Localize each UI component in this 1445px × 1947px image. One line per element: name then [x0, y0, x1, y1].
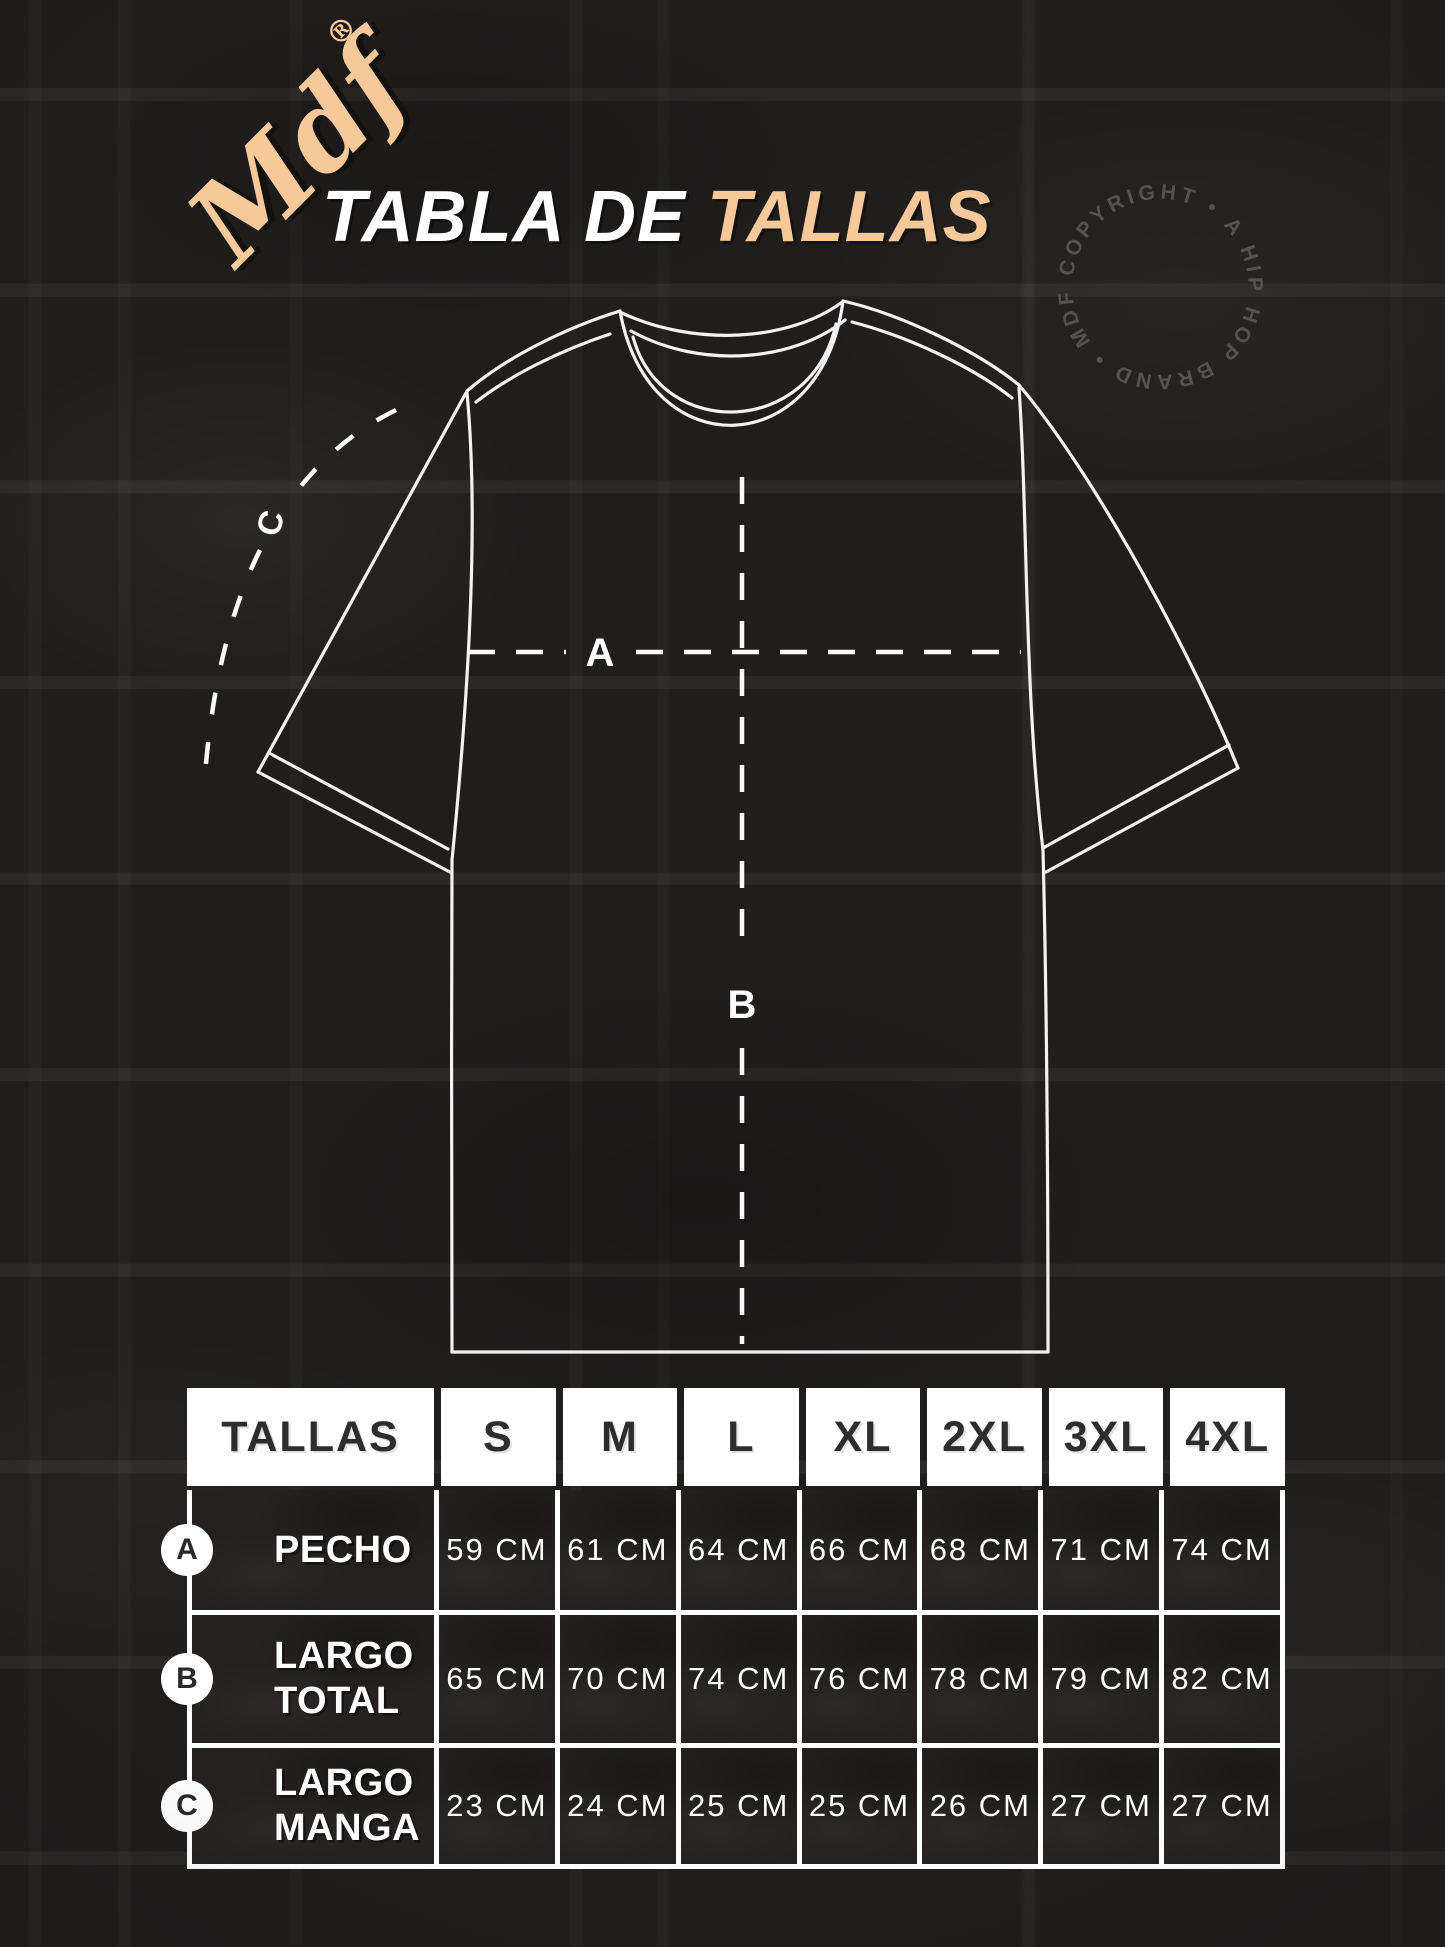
size-table-header-row: TALLAS S M L XL 2XL 3XL 4XL	[187, 1388, 1285, 1486]
header-cell-4xl: 4XL	[1170, 1388, 1285, 1486]
size-value-cell: 76 CM	[801, 1615, 918, 1743]
header-cell-3xl: 3XL	[1048, 1388, 1164, 1486]
row-label-largo-manga: LARGO MANGA	[274, 1762, 421, 1849]
collar-outer-line	[618, 299, 845, 427]
title-accent: TALLAS	[706, 177, 992, 257]
copyright-stamp-badge: A HIP HOP BRAND • MDF COPYRIGHT •	[1054, 180, 1263, 393]
size-value-cell: 25 CM	[680, 1748, 797, 1864]
right-shoulder-seam	[850, 320, 1014, 400]
collar-back-line-1	[620, 301, 843, 337]
row-label-pecho: PECHO	[274, 1528, 412, 1571]
sleeve-measure-line	[202, 549, 263, 776]
left-cuff-outer-line	[256, 770, 452, 874]
row-letter-badge-a: A	[161, 1524, 213, 1576]
right-sleeve-outer-line	[1017, 383, 1240, 770]
row-letter-badge-c: C	[161, 1780, 213, 1832]
sleeve-measure-label: C	[249, 506, 292, 540]
row-label-cell-largo-manga: C LARGO MANGA	[161, 1748, 434, 1864]
chest-measure-label: A	[586, 631, 615, 675]
header-cell-tallas: TALLAS	[187, 1388, 434, 1486]
left-sleeve-outer-line	[256, 389, 469, 774]
right-cuff-outer-line	[1044, 766, 1240, 874]
size-value-cell: 27 CM	[1164, 1748, 1280, 1864]
header-cell-2xl: 2XL	[927, 1388, 1042, 1486]
size-value-cell: 71 CM	[1043, 1490, 1160, 1610]
row-label-cell-pecho: A PECHO	[161, 1490, 434, 1610]
size-value-cell: 24 CM	[559, 1748, 676, 1864]
length-measure-label: B	[728, 983, 757, 1027]
row-letter-badge-b: B	[161, 1653, 213, 1705]
left-shoulder-line	[465, 309, 622, 393]
row-label-largo-total: LARGO TOTAL	[274, 1635, 414, 1722]
right-cuff-inner-line	[1041, 743, 1231, 850]
size-value-cell: 59 CM	[439, 1490, 555, 1610]
left-shoulder-seam	[474, 332, 612, 404]
right-side-seam	[1017, 386, 1050, 1354]
collar-inner-line	[631, 322, 838, 414]
sleeve-measure-line	[292, 407, 397, 497]
left-cuff-inner-line	[267, 751, 450, 851]
size-value-cell: 82 CM	[1164, 1615, 1280, 1743]
size-value-cell: 64 CM	[680, 1490, 797, 1610]
size-value-cell: 65 CM	[439, 1615, 555, 1743]
size-value-cell: 23 CM	[439, 1748, 555, 1864]
header-cell-s: S	[441, 1388, 556, 1486]
size-value-cell: 61 CM	[559, 1490, 676, 1610]
header-cell-xl: XL	[805, 1388, 921, 1486]
stamp-circular-text: A HIP HOP BRAND • MDF COPYRIGHT •	[1054, 180, 1266, 393]
size-value-cell: 79 CM	[1043, 1615, 1160, 1743]
page-title: TABLA DE TALLAS	[322, 176, 992, 258]
header-cell-l: L	[684, 1388, 799, 1486]
row-label-cell-largo-total: B LARGO TOTAL	[161, 1615, 434, 1743]
left-side-seam	[449, 391, 474, 1354]
size-value-cell: 74 CM	[1164, 1490, 1280, 1610]
size-value-cell: 78 CM	[922, 1615, 1039, 1743]
size-value-cell: 66 CM	[801, 1490, 918, 1610]
size-value-cell: 27 CM	[1043, 1748, 1160, 1864]
title-prefix: TABLA DE	[322, 177, 686, 257]
size-table-body: A PECHO 59 CM 61 CM 64 CM 66 CM 68 CM 71…	[161, 1490, 1285, 1869]
header-cell-m: M	[562, 1388, 678, 1486]
size-value-cell: 26 CM	[922, 1748, 1039, 1864]
size-value-cell: 74 CM	[680, 1615, 797, 1743]
size-value-cell: 25 CM	[801, 1748, 918, 1864]
collar-back-line-2	[629, 318, 847, 358]
size-value-cell: 68 CM	[922, 1490, 1039, 1610]
size-table: TALLAS S M L XL 2XL 3XL 4XL A PECHO 59 C…	[161, 1388, 1285, 1869]
right-shoulder-line	[841, 299, 1021, 387]
size-value-cell: 70 CM	[559, 1615, 676, 1743]
brand-logo: Mdf Mdf ®	[161, 6, 453, 290]
